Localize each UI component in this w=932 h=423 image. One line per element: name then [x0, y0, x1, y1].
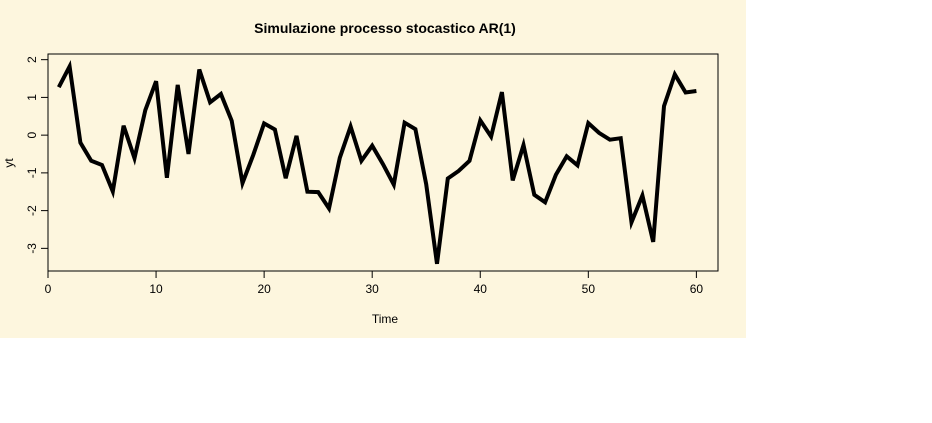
chart-title: Simulazione processo stocastico AR(1) [254, 20, 516, 36]
y-axis: -3 -2 -1 0 1 2 [25, 56, 48, 254]
y-tick-label: -3 [25, 243, 39, 254]
x-tick-label: 20 [257, 282, 271, 296]
x-tick-label: 60 [690, 282, 704, 296]
ar1-line-chart: Simulazione processo stocastico AR(1) 0 1… [0, 0, 746, 338]
x-tick-label: 30 [366, 282, 380, 296]
series-layer [57, 60, 697, 265]
x-tick-label: 0 [45, 282, 52, 296]
y-tick-label: -1 [25, 167, 39, 178]
x-tick-label: 50 [582, 282, 596, 296]
x-axis-title: Time [372, 312, 399, 326]
y-axis-title: yt [2, 158, 16, 168]
chart-background [0, 0, 746, 338]
x-tick-label: 10 [149, 282, 163, 296]
x-tick-label: 40 [474, 282, 488, 296]
y-tick-label: 0 [25, 131, 39, 138]
x-axis: 0 10 20 30 40 50 60 [45, 271, 704, 296]
plot-background: Simulazione processo stocastico AR(1) 0 1… [0, 0, 746, 338]
y-tick-label: 1 [25, 94, 39, 101]
y-tick-label: 2 [25, 56, 39, 63]
series-line [57, 60, 697, 265]
y-tick-label: -2 [25, 205, 39, 216]
plot-frame [47, 53, 719, 272]
